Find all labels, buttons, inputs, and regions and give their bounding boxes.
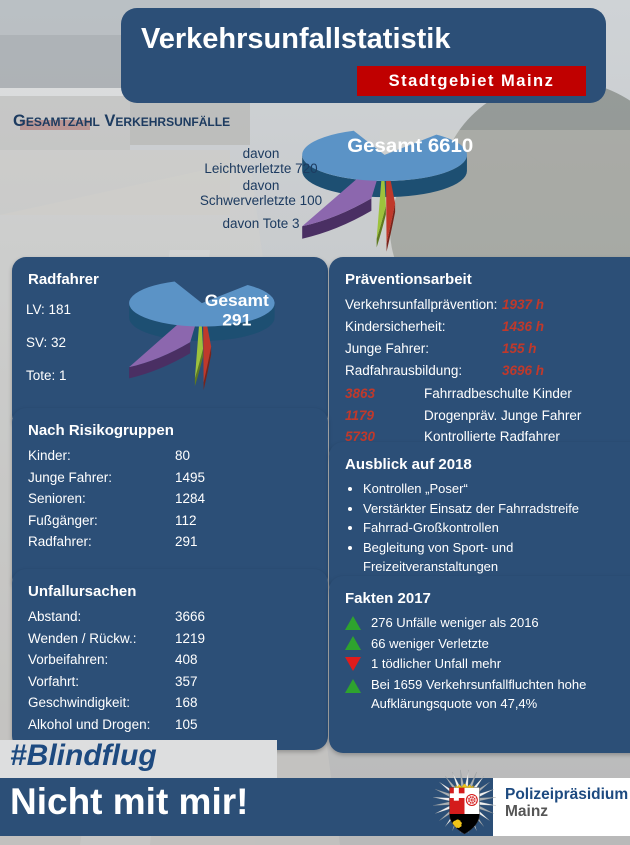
svg-text:Gesamt: Gesamt	[205, 291, 269, 310]
svg-text:Gesamt 6610: Gesamt 6610	[347, 135, 473, 156]
svg-text:291: 291	[222, 311, 252, 330]
